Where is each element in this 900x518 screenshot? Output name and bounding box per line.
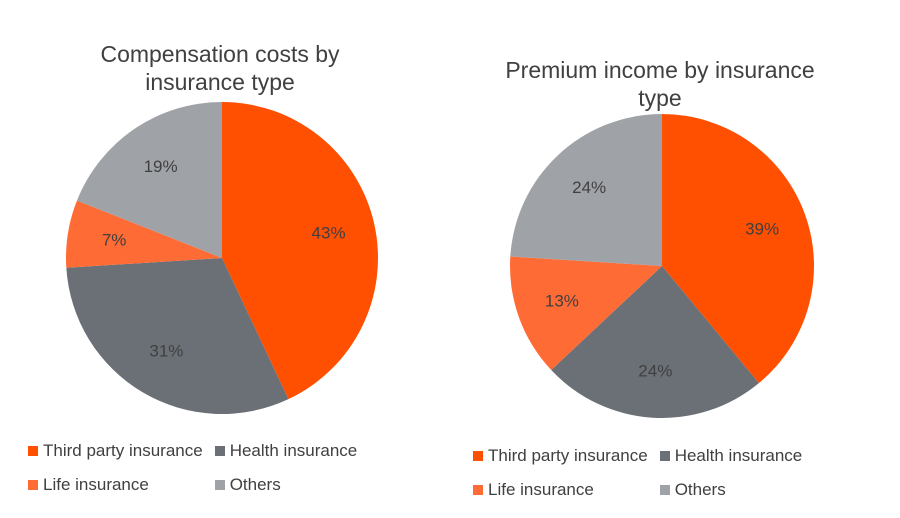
slice-life	[66, 200, 222, 268]
legend-swatch	[473, 485, 483, 495]
legend-label: Others	[229, 475, 281, 494]
legend-swatch	[28, 480, 38, 490]
legend-swatch	[214, 446, 225, 456]
legend-swatch	[28, 446, 38, 456]
legend-label: Third party insurance	[43, 441, 203, 460]
slice-health	[551, 266, 759, 418]
slice-others	[510, 114, 662, 266]
legend-item-third-party: Third party insurance	[473, 446, 648, 466]
slice-third-party	[222, 102, 378, 400]
pie: 39% 24% 13% 24%	[510, 114, 814, 418]
slice-life	[510, 256, 662, 371]
legend: Third party insurance Health insurance L…	[28, 441, 357, 495]
legend-label: Others	[674, 480, 726, 499]
legend-item-others: Others	[214, 475, 358, 495]
chart-title: Compensation costs by insurance type	[100, 41, 340, 95]
legend-item-others: Others	[659, 480, 803, 500]
data-label-others: 24%	[572, 178, 606, 197]
legend-item-health: Health insurance	[659, 446, 803, 466]
premium-income-chart: Premium income by insurance type 39% 24% 1…	[450, 0, 900, 518]
slice-health	[66, 258, 289, 414]
legend-label: Life insurance	[488, 480, 594, 499]
chart-title: Premium income by insurance type	[505, 57, 815, 111]
data-label-third-party: 43%	[312, 224, 346, 243]
legend: Third party insurance Health insurance L…	[473, 446, 802, 500]
compensation-costs-chart: Compensation costs by insurance type 43%…	[28, 41, 378, 495]
data-label-life: 7%	[102, 230, 127, 249]
data-label-health: 31%	[149, 341, 183, 360]
slice-third-party	[662, 114, 814, 384]
data-label-others: 19%	[144, 157, 178, 176]
legend-label: Third party insurance	[488, 446, 648, 465]
legend-swatch	[659, 451, 670, 461]
legend-item-health: Health insurance	[214, 441, 358, 461]
legend-item-life: Life insurance	[473, 480, 648, 500]
legend-item-life: Life insurance	[28, 475, 203, 495]
data-label-life: 13%	[545, 292, 579, 311]
legend-label: Life insurance	[43, 475, 149, 494]
legend-label: Health insurance	[674, 446, 803, 465]
legend-item-third-party: Third party insurance	[28, 441, 203, 461]
pie: 43% 31% 7% 19%	[66, 102, 378, 414]
legend-swatch	[659, 485, 670, 495]
legend-label: Health insurance	[229, 441, 358, 460]
legend-swatch	[473, 451, 483, 461]
slice-others	[76, 102, 222, 258]
data-label-third-party: 39%	[745, 219, 779, 238]
legend-swatch	[214, 480, 225, 490]
data-label-health: 24%	[638, 362, 672, 381]
